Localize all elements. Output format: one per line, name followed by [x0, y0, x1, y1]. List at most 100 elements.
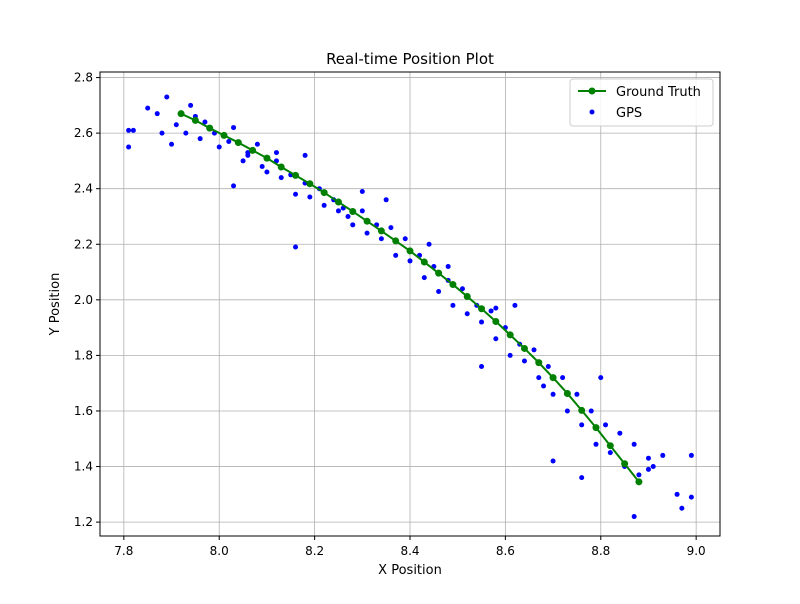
y-tick-label: 1.4 — [74, 460, 93, 474]
gps-point — [536, 375, 542, 381]
gps-point — [231, 183, 237, 189]
gps-point — [183, 130, 189, 136]
gps-point — [631, 514, 637, 520]
gps-point — [579, 475, 585, 481]
gps-point — [273, 150, 279, 156]
ground-truth-point — [206, 124, 214, 132]
x-tick-label: 8.6 — [496, 544, 515, 558]
y-axis-ticks: 1.2 1.4 1.6 1.8 2.0 2.2 2.4 2.6 2.8 — [74, 71, 100, 529]
gps-point — [145, 105, 151, 111]
ground-truth-series — [177, 110, 643, 486]
gps-point — [393, 252, 399, 258]
gps-point — [674, 491, 680, 497]
gps-point — [259, 163, 265, 169]
x-tick-label: 8.4 — [400, 544, 419, 558]
gps-point — [550, 391, 556, 397]
gps-point — [359, 208, 365, 214]
gps-point — [345, 213, 351, 219]
gps-point — [126, 127, 132, 133]
gps-point — [617, 430, 623, 436]
ground-truth-point — [492, 318, 500, 326]
gps-point — [450, 302, 456, 308]
legend-ground-truth-marker — [588, 87, 596, 95]
gps-point — [293, 244, 299, 250]
ground-truth-point — [377, 227, 385, 235]
ground-truth-point — [435, 269, 443, 277]
gps-point — [479, 319, 485, 325]
gps-point — [488, 308, 494, 314]
legend-gps-label: GPS — [616, 106, 642, 121]
gps-point — [126, 144, 132, 150]
gps-point — [521, 358, 527, 364]
gps-point — [688, 452, 694, 458]
gps-point — [493, 305, 499, 311]
gps-point — [459, 286, 465, 292]
gps-point — [645, 455, 651, 461]
gps-point — [636, 472, 642, 478]
ground-truth-point — [506, 331, 514, 339]
gps-point — [598, 375, 604, 381]
gps-point — [564, 408, 570, 414]
gps-point — [231, 125, 237, 131]
gps-point — [545, 364, 551, 370]
gps-point — [631, 441, 637, 447]
ground-truth-point — [563, 389, 571, 397]
gps-point — [445, 263, 451, 269]
gps-point — [407, 258, 413, 264]
gps-point — [388, 225, 394, 231]
gps-point — [307, 194, 313, 200]
gps-point — [660, 452, 666, 458]
gps-point — [479, 364, 485, 370]
legend-ground-truth-label: Ground Truth — [616, 85, 701, 100]
gps-point — [493, 336, 499, 342]
gps-point — [541, 383, 547, 389]
gps-point — [197, 136, 203, 142]
gps-point — [202, 119, 208, 125]
gps-point — [421, 275, 427, 281]
gps-point — [579, 422, 585, 428]
gps-point — [574, 391, 580, 397]
ground-truth-point — [191, 116, 199, 124]
ground-truth-point — [449, 281, 457, 289]
gps-point — [226, 138, 232, 144]
gps-point — [531, 347, 537, 353]
gps-point — [130, 127, 136, 133]
gps-point — [560, 375, 566, 381]
ground-truth-point — [406, 247, 414, 255]
ground-truth-point — [263, 154, 271, 162]
gps-point — [264, 169, 270, 175]
gps-point — [188, 102, 194, 108]
ground-truth-point — [334, 198, 342, 206]
gps-point — [245, 152, 251, 158]
ground-truth-point — [220, 131, 228, 139]
x-tick-label: 9.0 — [687, 544, 706, 558]
gps-point — [335, 208, 341, 214]
gps-point — [436, 288, 442, 294]
gps-point — [550, 458, 556, 464]
gps-point — [278, 175, 284, 181]
ground-truth-point — [320, 189, 328, 197]
gps-point — [154, 111, 160, 117]
y-tick-label: 1.2 — [74, 515, 93, 529]
ground-truth-point — [306, 180, 314, 188]
x-axis-ticks: 7.8 8.0 8.2 8.4 8.6 8.8 9.0 — [114, 536, 706, 558]
gps-point — [593, 441, 599, 447]
gps-point — [402, 236, 408, 242]
legend-gps-marker — [589, 109, 595, 115]
y-tick-label: 2.4 — [74, 182, 93, 196]
y-tick-label: 1.8 — [74, 348, 93, 362]
x-tick-label: 8.0 — [210, 544, 229, 558]
ground-truth-point — [463, 292, 471, 300]
gps-point — [607, 450, 613, 456]
gps-point — [364, 230, 370, 236]
ground-truth-point — [392, 237, 400, 245]
ground-truth-point — [349, 207, 357, 215]
gps-point — [507, 352, 513, 358]
gps-point — [512, 302, 518, 308]
grid — [100, 72, 720, 536]
y-tick-label: 2.8 — [74, 71, 93, 85]
x-tick-label: 7.8 — [114, 544, 133, 558]
gps-point — [378, 236, 384, 242]
